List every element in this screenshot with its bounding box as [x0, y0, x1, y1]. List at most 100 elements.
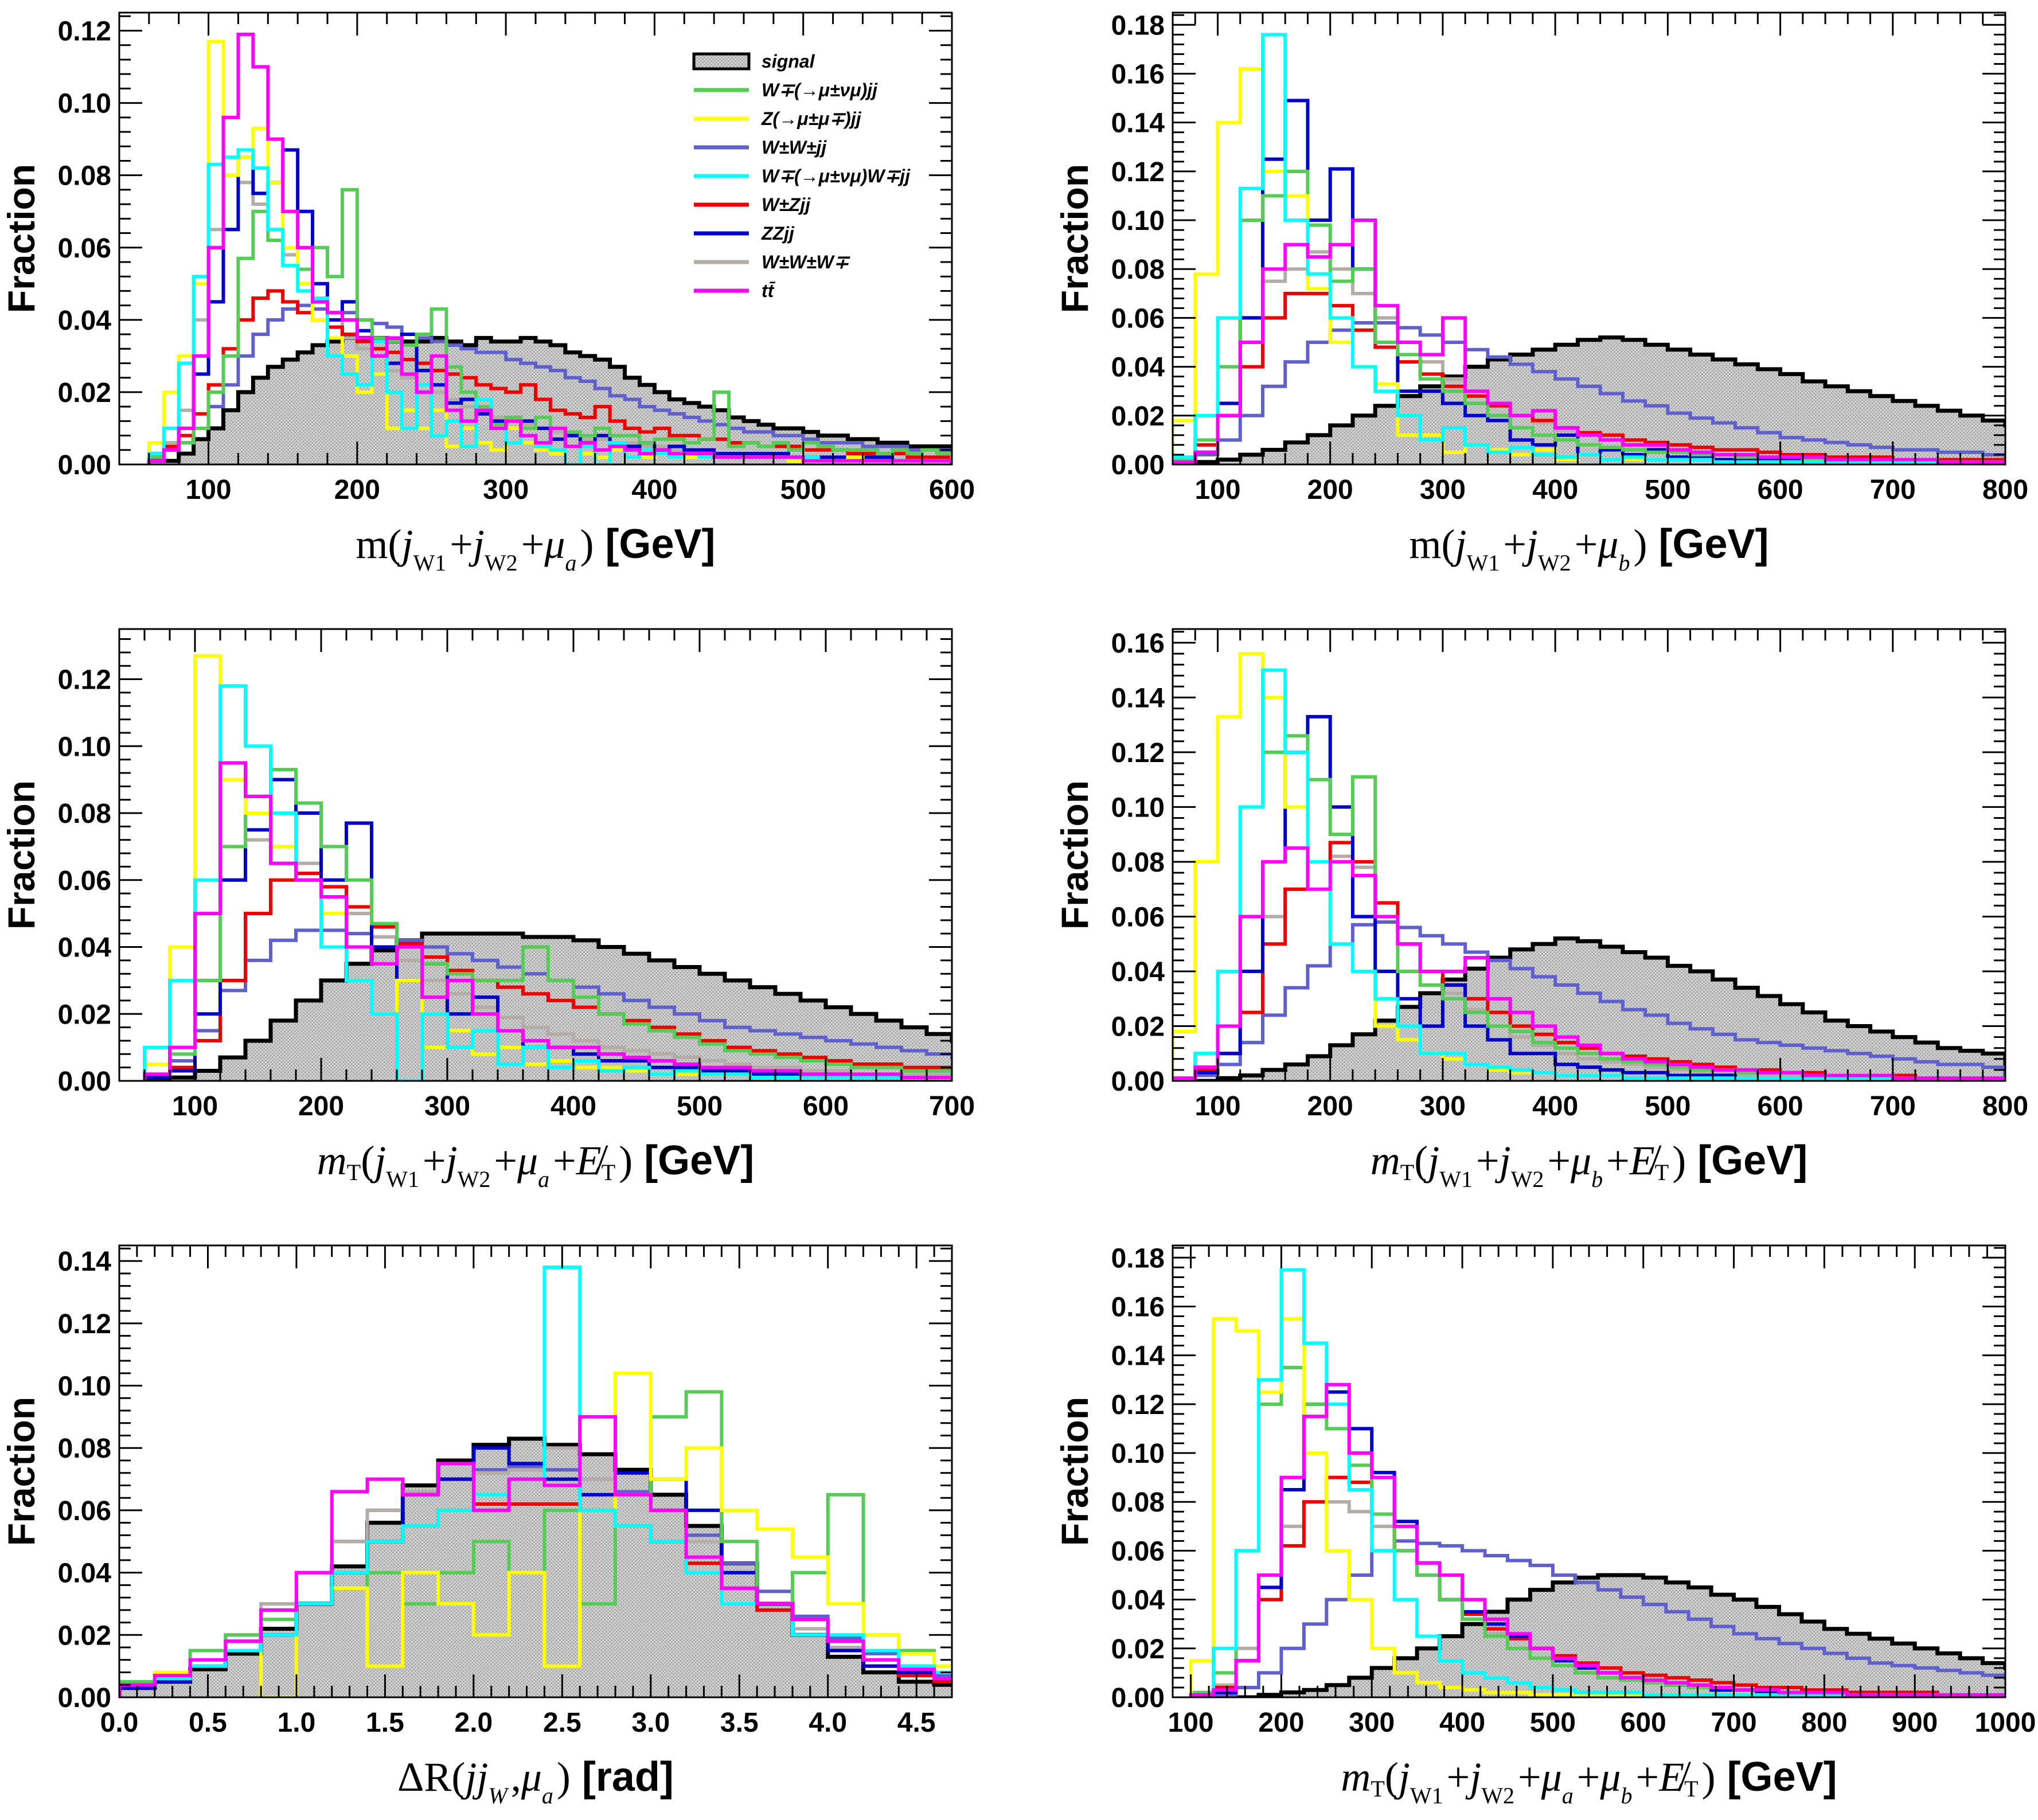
panel-4: 0.00 0.02 0.04 0.06 0.08 0.10 0.12 0.14 0.16 100 2… [1053, 628, 2028, 1192]
x-tick-label: 300 [1420, 1091, 1466, 1122]
x-tick-label: 600 [1758, 1091, 1803, 1122]
y-tick-label: 0.06 [1111, 1536, 1165, 1567]
y-tick-label: 0.12 [1111, 738, 1165, 768]
plot-area [1173, 33, 2005, 464]
panel-1: 0.00 0.02 0.04 0.06 0.08 0.10 0.12 100 200 300 400… [0, 11, 975, 576]
legend-label: Z(→μ±μ∓)jj [761, 108, 862, 129]
series-wwjj [1173, 920, 2005, 1081]
plot-area [143, 654, 952, 1081]
y-tick-label: 0.06 [58, 233, 111, 264]
series-wzjj [1173, 841, 2005, 1081]
x-tick-label: 500 [1530, 1708, 1576, 1738]
series-signal [1173, 335, 2005, 464]
x-tick-label: 100 [172, 1091, 218, 1122]
x-tick-label: 4.5 [897, 1708, 936, 1738]
y-tick-label: 0.04 [1111, 353, 1165, 383]
series-signal [1173, 936, 2005, 1081]
y-axis-label: Fraction [1053, 164, 1096, 313]
series-wwjj2 [1173, 33, 2005, 464]
y-tick-label: 0.04 [58, 933, 112, 963]
legend-item-wwjj2: W∓(→μ±νμ)W∓jj [694, 166, 911, 186]
y-tick-label: 0.00 [1111, 1683, 1165, 1713]
y-tick-label: 0.08 [58, 161, 111, 192]
y-tick-label: 0.08 [1111, 1487, 1165, 1518]
y-tick-label: 0.04 [1111, 957, 1165, 987]
plot-frame [118, 628, 953, 1082]
series-wwjj2 [1189, 1268, 2005, 1697]
y-tick-label: 0.18 [1111, 1243, 1165, 1274]
legend-item-tt: tt̄ [694, 280, 775, 301]
x-tick-label: 2.5 [543, 1708, 581, 1738]
y-tick-label: 0.00 [58, 1067, 111, 1097]
x-tick-label: 100 [1194, 475, 1240, 505]
legend-item-wzjj: W±Zjj [694, 194, 811, 215]
x-tick-label: 0.0 [100, 1708, 139, 1738]
x-tick-label: 200 [334, 475, 380, 505]
x-tick-label: 0.5 [189, 1708, 227, 1738]
y-tick-label: 0.08 [1111, 255, 1165, 285]
x-axis-label: m(jW1 +jW2 +μb ) [GeV] [1410, 521, 1769, 576]
x-tick-label: 3.0 [631, 1708, 670, 1738]
legend-item-zjj: Z(→μ±μ∓)jj [694, 108, 862, 129]
x-axis-label: mT(jW1 +jW2 +μa +E̸T ) [GeV] [317, 1138, 754, 1192]
series-wwjj [147, 303, 952, 464]
y-tick-label: 0.04 [1111, 1585, 1165, 1616]
series-zjj [119, 1371, 952, 1697]
y-tick-label: 0.06 [58, 1496, 111, 1526]
series-signal [145, 931, 952, 1081]
legend-label: signal [762, 51, 815, 72]
x-tick-label: 500 [1645, 475, 1690, 505]
y-tick-label: 0.12 [1111, 157, 1165, 188]
y-tick-label: 0.02 [1111, 1634, 1165, 1665]
x-tick-label: 400 [1439, 1708, 1485, 1738]
x-tick-label: 600 [929, 475, 975, 505]
x-tick-label: 100 [186, 475, 232, 505]
y-tick-label: 0.04 [58, 306, 112, 336]
y-tick-label: 0.02 [58, 378, 111, 408]
y-tick-label: 0.10 [1111, 206, 1165, 236]
y-tick-label: 0.16 [1111, 1292, 1165, 1322]
series-zjj [147, 40, 952, 464]
legend-item-www: W±W±W∓ [694, 252, 851, 272]
x-tick-label: 200 [1307, 1091, 1353, 1122]
y-tick-label: 0.00 [58, 450, 111, 481]
panel-3: 0.00 0.02 0.04 0.06 0.08 0.10 0.12 100 200 300 400… [0, 628, 975, 1192]
x-tick-label: 500 [677, 1091, 723, 1122]
y-tick-label: 0.00 [58, 1683, 111, 1713]
x-tick-label: 500 [1645, 1091, 1690, 1122]
x-tick-label: 500 [780, 475, 826, 505]
x-tick-label: 400 [1532, 475, 1578, 505]
y-tick-label: 0.10 [58, 89, 111, 119]
y-tick-label: 0.08 [58, 799, 111, 829]
y-tick-label: 0.02 [58, 999, 111, 1030]
plot-frame [1172, 628, 2006, 1082]
y-axis-label: Fraction [0, 164, 42, 313]
x-tick-label: 800 [1982, 1091, 2028, 1122]
y-tick-label: 0.10 [58, 732, 111, 762]
y-axis-label: Fraction [0, 780, 42, 929]
x-tick-label: 100 [1168, 1708, 1214, 1738]
y-tick-label: 0.14 [58, 1247, 112, 1277]
panel-5: 0.00 0.02 0.04 0.06 0.08 0.10 0.12 0.14 0.0 0.5 1.… [0, 1244, 953, 1809]
x-tick-label: 200 [298, 1091, 344, 1122]
x-tick-label: 1.0 [278, 1708, 316, 1738]
y-axis-label: Fraction [1053, 780, 1096, 929]
x-tick-label: 300 [424, 1091, 470, 1122]
legend: signal W∓(→μ±νμ)jj Z(→μ±μ∓)jj W±W±jj W∓(→μ±ν… [692, 51, 911, 301]
y-tick-label: 0.10 [1111, 1439, 1165, 1469]
legend-swatch-signal [692, 52, 751, 71]
y-tick-label: 0.02 [1111, 401, 1165, 432]
x-tick-label: 400 [1532, 1091, 1578, 1122]
x-axis-label: m(jW1 +jW2 +μa ) [GeV] [356, 521, 716, 576]
series-signal [1190, 1573, 2005, 1697]
legend-item-wwjj: W±W±jj [694, 137, 827, 158]
x-tick-label: 2.0 [455, 1708, 493, 1738]
series-tt [1173, 846, 2005, 1081]
y-tick-label: 0.10 [1111, 792, 1165, 823]
y-tick-label: 0.12 [58, 17, 111, 47]
series-tt [119, 1415, 952, 1697]
y-tick-label: 0.00 [1111, 1067, 1165, 1097]
x-tick-label: 300 [1349, 1708, 1395, 1738]
y-tick-label: 0.12 [58, 665, 111, 696]
